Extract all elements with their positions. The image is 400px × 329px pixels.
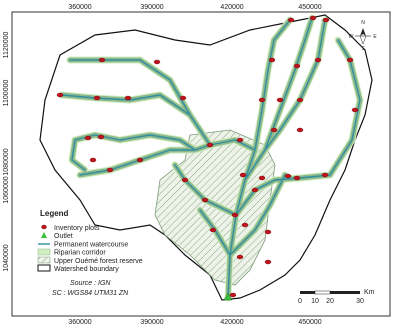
x-ticks: 360000 360000 390000 390000 420000 420000 4500…: [68, 4, 321, 326]
inventory-plot: [97, 134, 105, 140]
inventory-plot: [106, 167, 114, 173]
inventory-plot: [314, 57, 322, 63]
scale-label: 0: [298, 298, 302, 305]
inventory-plot: [136, 157, 144, 163]
inventory-plot: [264, 229, 272, 235]
inventory-plots: [56, 15, 359, 298]
compass-n: N: [361, 20, 365, 26]
x-tick-label: 360000: [68, 319, 91, 326]
inventory-plot: [124, 95, 132, 101]
inventory-plot: [239, 172, 247, 178]
legend-symbol: [41, 232, 47, 238]
inventory-plot: [179, 95, 187, 101]
legend-symbol: [37, 248, 51, 256]
inventory-plot: [241, 222, 249, 228]
inventory-plot: [293, 175, 301, 181]
x-tick-label: 450000: [298, 319, 321, 326]
inventory-plot: [296, 97, 304, 103]
x-tick-label: 420000: [220, 4, 243, 11]
inventory-plot: [321, 172, 329, 178]
legend-label: Inventory plots: [54, 225, 100, 232]
inventory-plot: [346, 57, 354, 63]
outlet: [223, 292, 233, 301]
y-tick-label: 1080000: [3, 148, 10, 175]
inventory-plot: [209, 227, 217, 233]
inventory-plot: [229, 292, 237, 298]
legend-label: Watershed boundary: [54, 266, 119, 273]
inventory-plot: [264, 259, 272, 265]
inventory-plot: [296, 127, 304, 133]
inventory-plot: [98, 57, 106, 63]
inventory-plot: [287, 17, 295, 23]
compass-e: E: [373, 34, 377, 40]
x-tick-label: 390000: [140, 319, 163, 326]
legend-label: Outlet: [54, 233, 73, 240]
inventory-plot: [206, 142, 214, 148]
inventory-plot: [309, 15, 317, 21]
inventory-plot: [201, 197, 209, 203]
inventory-plot: [351, 107, 359, 113]
legend-symbol: [41, 224, 47, 230]
inventory-plot: [56, 92, 64, 98]
inventory-plot: [322, 17, 330, 23]
inventory-plot: [276, 97, 284, 103]
y-tick-label: 1120000: [3, 32, 10, 59]
scale-label: 20: [326, 298, 334, 305]
legend-label: Permanent watercourse: [54, 241, 128, 248]
compass-w: W: [349, 34, 354, 40]
x-tick-label: 420000: [220, 319, 243, 326]
legend-symbol: [37, 264, 51, 272]
legend-label: Upper Ouémé forest reserve: [54, 258, 143, 265]
projection: SC : WGS84 UTM31 ZN: [52, 290, 129, 297]
inventory-plot: [84, 135, 92, 141]
inventory-plot: [181, 177, 189, 183]
legend-title: Legend: [40, 209, 69, 218]
x-tick-label: 390000: [140, 4, 163, 11]
inventory-plot: [293, 63, 301, 69]
y-tick-label: 1060000: [3, 176, 10, 203]
legend-label: Riparian corridor: [54, 250, 106, 257]
inventory-plot: [89, 157, 97, 163]
inventory-plot: [93, 95, 101, 101]
inventory-plot: [236, 137, 244, 143]
inventory-plot: [153, 59, 161, 65]
inventory-plot: [284, 173, 292, 179]
inventory-plot: [251, 187, 259, 193]
inventory-plot: [258, 97, 266, 103]
inventory-plot: [258, 175, 266, 181]
scale-label: 30: [356, 298, 364, 305]
inventory-plot: [268, 57, 276, 63]
inventory-plot: [270, 127, 278, 133]
source: Source : IGN: [70, 280, 111, 287]
x-tick-label: 450000: [298, 4, 321, 11]
inventory-plot: [231, 212, 239, 218]
legend-symbol: [37, 256, 51, 264]
inventory-plot: [236, 254, 244, 260]
compass-s: S: [361, 46, 365, 52]
x-tick-label: 360000: [68, 4, 91, 11]
y-tick-label: 1100000: [3, 80, 10, 107]
scale-label: 10: [311, 298, 319, 305]
compass: N S E W: [349, 20, 378, 52]
y-tick-label: 1040000: [3, 244, 10, 271]
scale-unit: Km: [364, 289, 375, 296]
